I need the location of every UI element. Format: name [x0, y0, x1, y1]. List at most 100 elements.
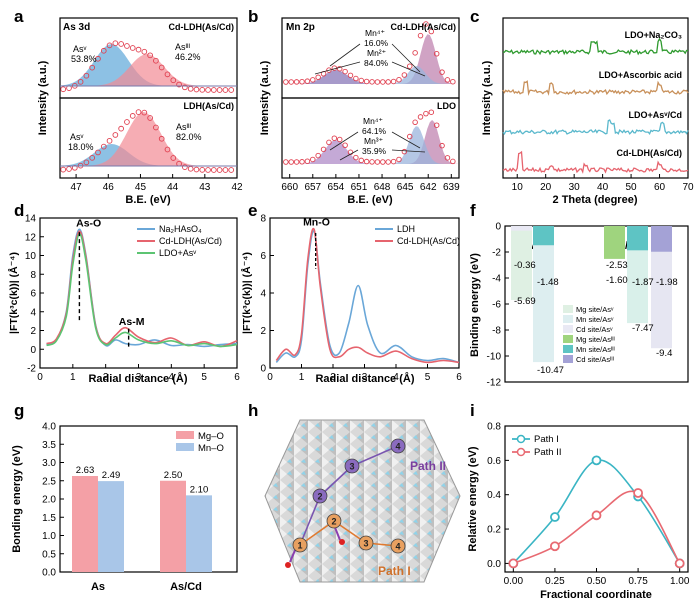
panel-i-data-point	[591, 455, 602, 466]
panel-b-data-point	[396, 76, 402, 83]
panel-a-data-point	[153, 57, 159, 64]
panel-a-top-label-2v: 46.2%	[175, 52, 201, 62]
panel-c-xtick-label: 30	[569, 182, 581, 193]
panel-a-data-point	[216, 87, 223, 93]
panel-b-pointer	[391, 131, 421, 149]
panel-d-ytick-label: 8	[30, 270, 36, 281]
panel-letter-a: a	[14, 7, 24, 26]
panel-h-node	[326, 513, 342, 529]
panel-a-xtick-label: 43	[199, 182, 211, 193]
panel-a-data-point	[100, 143, 107, 150]
panel-b-data-point	[283, 159, 289, 165]
panel-e-xlabel: Radial distance (Å)	[315, 372, 414, 385]
panel-d-ytick-label: 12	[25, 232, 37, 243]
panel-i-legend-marker	[516, 447, 526, 457]
panel-a-peak-fill	[60, 44, 237, 86]
panel-i-ytick-label: 0.8	[487, 422, 501, 433]
panel-f-bar-label: -9.4	[656, 348, 672, 359]
panel-d-xtick-label: 4	[169, 372, 175, 383]
panel-g-bar	[72, 476, 98, 572]
panel-b-data-point	[342, 68, 348, 75]
panel-a-data-point	[210, 167, 217, 173]
panel-b-data-point	[428, 109, 435, 115]
panel-h-node	[390, 438, 406, 454]
panel-a-data-point	[158, 135, 165, 142]
panel-b-xtick-label: 645	[397, 182, 414, 193]
panel-a-data-point	[228, 167, 235, 173]
panel-f-ylabel: Binding energy (eV)	[469, 253, 481, 357]
panel-a-xtick-label: 47	[71, 182, 83, 193]
panel-h-atom	[285, 562, 291, 568]
panel-g-bar-label: 2.63	[76, 465, 95, 476]
panel-e-legend-label: LDH	[397, 224, 415, 234]
panel-f-legend-swatch	[563, 345, 573, 353]
panel-i-xlabel: Fractional coordinate	[540, 589, 652, 601]
panel-b-xtick-label: 648	[374, 182, 391, 193]
panel-d-ytick-label: 0	[30, 345, 36, 356]
panel-a-data-point	[106, 137, 113, 144]
panel-a-data-point	[89, 154, 96, 161]
panel-a-data-point	[164, 146, 171, 153]
panel-b-data-point	[406, 133, 413, 140]
panel-a-bottom-value-1: 18.0%	[68, 142, 94, 152]
panel-a-data-point	[216, 167, 223, 173]
panel-d-xtick-label: 3	[136, 372, 142, 383]
panel-e-series-line	[275, 227, 460, 364]
panel-c-series-label: LDO+Ascorbic acid	[599, 70, 682, 80]
panel-b-pointer	[391, 43, 421, 73]
panel-c-frame	[502, 17, 689, 179]
panel-h-path-arrow	[351, 445, 399, 467]
panel-i-ytick-label: 0.0	[487, 559, 501, 570]
panel-b-data-point	[439, 142, 445, 149]
panel-a-xtick-label: 45	[135, 182, 147, 193]
panel-b-xlabel: B.E. (eV)	[347, 194, 393, 206]
panel-b-bottom-title: LDO	[437, 101, 456, 111]
panel-a-data-point	[89, 64, 96, 71]
panel-b-xtick-label: 642	[420, 182, 437, 193]
panel-b-data-point	[299, 78, 305, 85]
panel-f-bar	[511, 226, 532, 231]
panel-i-xtick-label: 0.25	[545, 576, 565, 587]
panel-b-bottom-value-1: 64.1%	[362, 126, 387, 136]
panel-f-bar	[627, 226, 648, 251]
panel-a-data-point	[83, 72, 90, 79]
panel-c-xtick-label: 40	[597, 182, 609, 193]
panel-a-data-point	[112, 40, 119, 47]
panel-g-legend-swatch	[176, 431, 194, 439]
panel-i-legend-marker	[516, 434, 526, 444]
panel-i-data-point	[550, 512, 560, 522]
panel-i-data-point	[674, 558, 685, 569]
panel-f-legend-swatch	[563, 315, 573, 323]
panel-b-xtick-label: 654	[328, 182, 345, 193]
panel-a-data-point	[95, 55, 101, 62]
panel-i-frame	[504, 425, 689, 573]
panel-a-data-point	[118, 41, 124, 47]
panel-b-data-point	[288, 159, 294, 165]
panel-f-bar	[604, 226, 625, 247]
panel-e-xtick-label: 0	[267, 372, 273, 383]
panel-b-data-point	[444, 77, 451, 83]
panel-b-data-point	[288, 79, 294, 85]
panel-c-xlabel: 2 Theta (degree)	[553, 194, 638, 206]
panel-f-ytick-label: -10	[487, 352, 502, 363]
panel-c-xtick-label: 70	[682, 182, 694, 193]
panel-letter-d: d	[14, 201, 24, 220]
panel-g-ytick-label: 4.0	[42, 422, 56, 433]
panel-f-legend-label: Cd site/Asᵛ	[576, 325, 613, 334]
panel-f-legend-label: Cd site/Asᴵᴵᴵ	[576, 355, 614, 364]
panel-b-top-value-2: 84.0%	[364, 58, 389, 68]
panel-b-data-point	[353, 154, 359, 161]
panel-g-ytick-label: 3.0	[42, 458, 56, 469]
panel-c-ylabel: Intensity (a.u.)	[481, 60, 493, 135]
panel-c-xtick-label: 10	[512, 182, 524, 193]
panel-d-ytick-label: 2	[30, 326, 36, 337]
panel-i-ylabel: Relative energy (eV)	[467, 446, 479, 551]
panel-d-label-asm: As-M	[119, 316, 145, 328]
panel-f-ytick-label: -6	[492, 300, 501, 311]
panel-a-peak-fill	[60, 144, 237, 166]
panel-letter-g: g	[14, 401, 24, 420]
panel-b-xtick-label: 639	[443, 182, 460, 193]
panel-f-bar	[533, 226, 554, 246]
panel-h-atom	[339, 539, 345, 545]
